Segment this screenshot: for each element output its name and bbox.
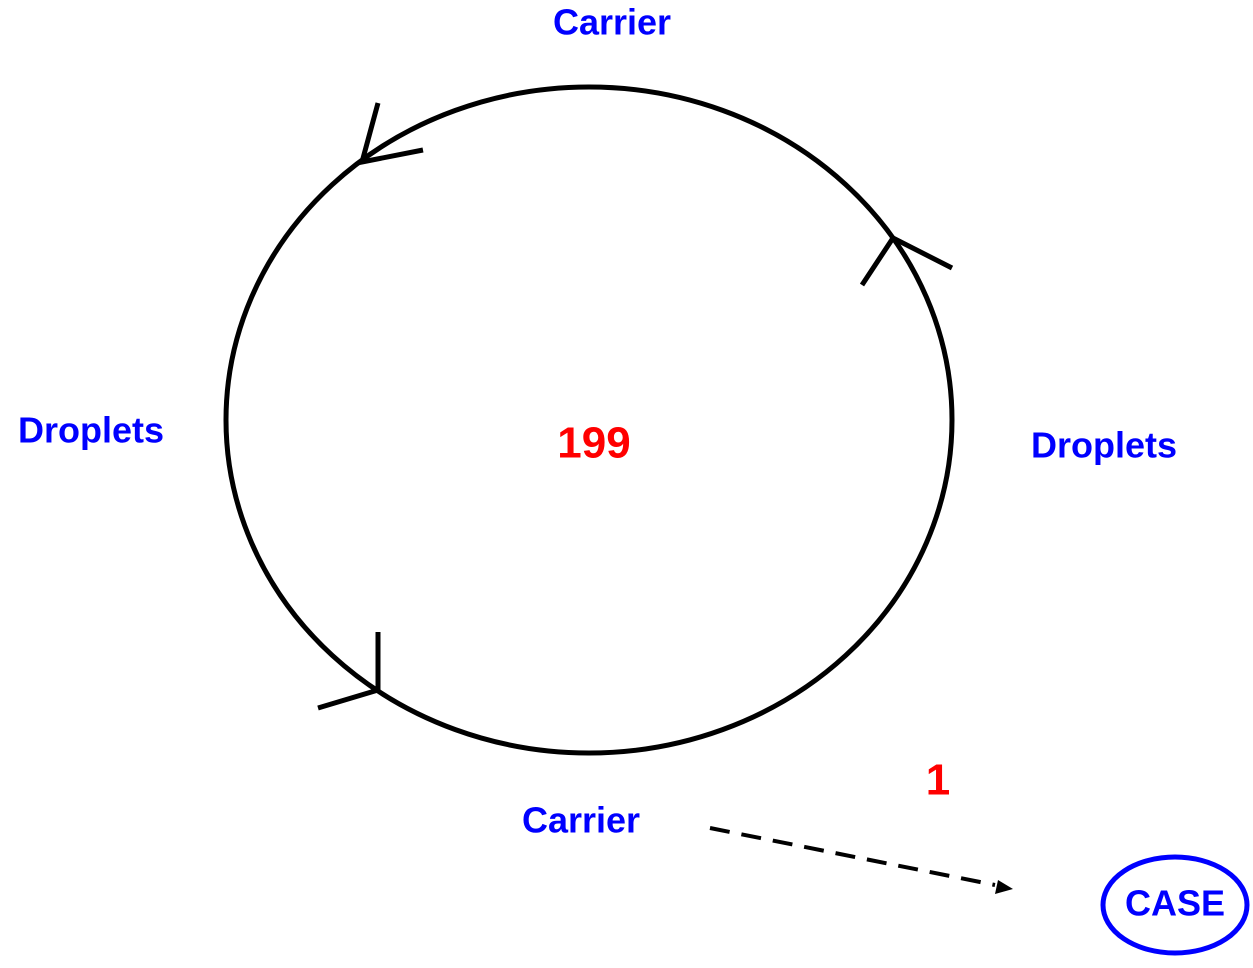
case-ellipse [1100, 854, 1250, 956]
cycle-circle [223, 84, 955, 756]
right-label: Droplets [1031, 425, 1177, 466]
arrowhead [358, 102, 424, 166]
center-number: 199 [557, 419, 630, 468]
arrowhead [859, 234, 954, 287]
case-label: CASE [1125, 883, 1225, 924]
outlier-number: 1 [926, 756, 950, 805]
top-label: Carrier [553, 2, 671, 43]
bottom-label: Carrier [522, 800, 640, 841]
arrowhead [317, 632, 381, 711]
left-label: Droplets [18, 410, 164, 451]
dashed-arrowhead [995, 880, 1013, 894]
dashed-arrow [709, 826, 996, 887]
